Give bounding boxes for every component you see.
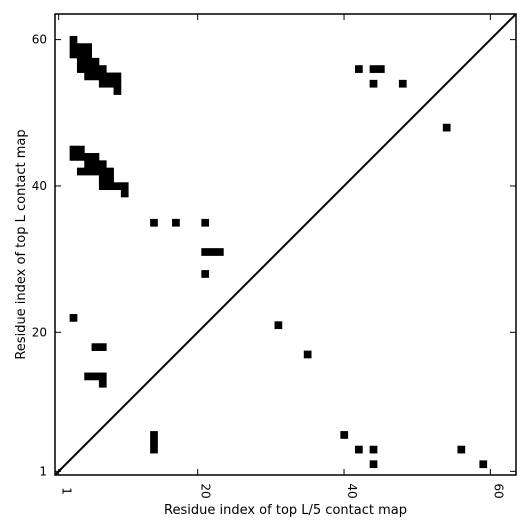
contact-cell-top-l [355, 65, 363, 73]
contact-cell-top-l [150, 218, 158, 227]
contact-cell-top-l [91, 343, 100, 352]
contact-cell-top-l [120, 182, 129, 191]
contact-cell-top-l [91, 72, 100, 81]
y-axis-label: Residue index of top L contact map [14, 129, 29, 359]
contact-cell-top-l [106, 182, 114, 191]
x-axis-ticks: 1 20 40 60 [58, 14, 505, 499]
contact-cell-top-l [98, 160, 107, 169]
contact-cell-top-l [106, 174, 114, 183]
contact-cell-top-l [98, 79, 107, 88]
contact-cell-top-l [98, 372, 107, 381]
contact-cell-top-l5 [150, 438, 158, 447]
contact-cell-top-l [106, 79, 114, 88]
contact-cell-top-l5 [150, 445, 158, 454]
x-tick-label: 20 [199, 483, 213, 498]
contact-cell-top-l [84, 65, 92, 73]
contact-cell-top-l [303, 350, 312, 359]
contact-cell-top-l [91, 372, 100, 381]
contact-cell-top-l [91, 65, 100, 73]
contact-cell-top-l [98, 182, 107, 191]
contact-cell-top-l [91, 153, 100, 161]
diagonal-line [54, 13, 517, 476]
contact-cell-top-l [91, 160, 100, 169]
contact-cell-top-l [69, 153, 78, 161]
contact-cell-top-l [69, 35, 78, 44]
contact-cell-top-l [69, 50, 78, 59]
contact-cell-top-l [91, 167, 100, 176]
contact-cell-top-l [76, 57, 85, 66]
contact-cell-top-l5 [150, 431, 158, 439]
y-axis-ticks: 1 20 40 60 [32, 33, 516, 478]
contact-cell-top-l [113, 79, 122, 88]
contact-cell-top-l [98, 379, 107, 388]
contact-cell-top-l [84, 57, 92, 66]
contact-cell-top-l [76, 43, 85, 51]
contact-cell-top-l [98, 65, 107, 73]
x-tick-label: 60 [491, 483, 505, 498]
contact-cell-top-l [106, 167, 114, 176]
contact-cell-top-l [215, 248, 224, 256]
contact-cell-top-l [84, 372, 92, 381]
contact-cell-top-l [98, 343, 107, 352]
x-tick-label: 1 [60, 487, 74, 495]
contact-cell-top-l5 [369, 460, 378, 469]
contact-cell-top-l [84, 167, 92, 176]
x-axis-label: Residue index of top L/5 contact map [164, 503, 407, 518]
contact-cell-top-l [398, 79, 407, 88]
contact-cell-top-l [98, 174, 107, 183]
contact-cell-top-l [106, 72, 114, 81]
y-tick-label: 60 [32, 33, 47, 47]
contact-cells [69, 35, 488, 469]
contact-cell-top-l [369, 65, 378, 73]
contact-cell-top-l [274, 321, 283, 330]
contact-cell-top-l [113, 182, 122, 191]
contact-cell-top-l5 [340, 431, 349, 439]
contact-cell-top-l [76, 50, 85, 59]
contact-cell-top-l5 [355, 445, 363, 454]
contact-cell-top-l [91, 57, 100, 66]
contact-cell-top-l [84, 160, 92, 169]
contact-cell-top-l [201, 218, 210, 227]
contact-cell-top-l [113, 87, 122, 95]
contact-cell-top-l [84, 72, 92, 81]
contact-cell-top-l [120, 189, 129, 198]
contact-cell-top-l [69, 43, 78, 51]
contact-cell-top-l [208, 248, 217, 256]
contact-cell-top-l [172, 218, 180, 227]
y-tick-label: 1 [39, 464, 47, 478]
x-tick-label: 40 [345, 483, 359, 498]
plot-frame [54, 13, 517, 476]
contact-cell-top-l [76, 153, 85, 161]
contact-cell-top-l [84, 153, 92, 161]
contact-cell-top-l [84, 43, 92, 51]
contact-cell-top-l [84, 50, 92, 59]
contact-cell-top-l [98, 167, 107, 176]
contact-cell-top-l [369, 79, 378, 88]
contact-cell-top-l [113, 72, 122, 81]
contact-cell-top-l [69, 145, 78, 154]
contact-cell-top-l [69, 314, 78, 322]
contact-cell-top-l5 [457, 445, 466, 454]
contact-cell-top-l [201, 270, 210, 278]
contact-cell-top-l [76, 145, 85, 154]
contact-cell-top-l [442, 123, 451, 132]
contact-cell-top-l [376, 65, 385, 73]
contact-cell-top-l [76, 65, 85, 73]
y-tick-label: 20 [32, 325, 47, 339]
y-tick-label: 40 [32, 179, 47, 193]
contact-cell-top-l [98, 72, 107, 81]
contact-cell-top-l [201, 248, 210, 256]
contact-cell-top-l [76, 167, 85, 176]
contact-cell-top-l5 [369, 445, 378, 454]
contact-cell-top-l5 [479, 460, 488, 469]
